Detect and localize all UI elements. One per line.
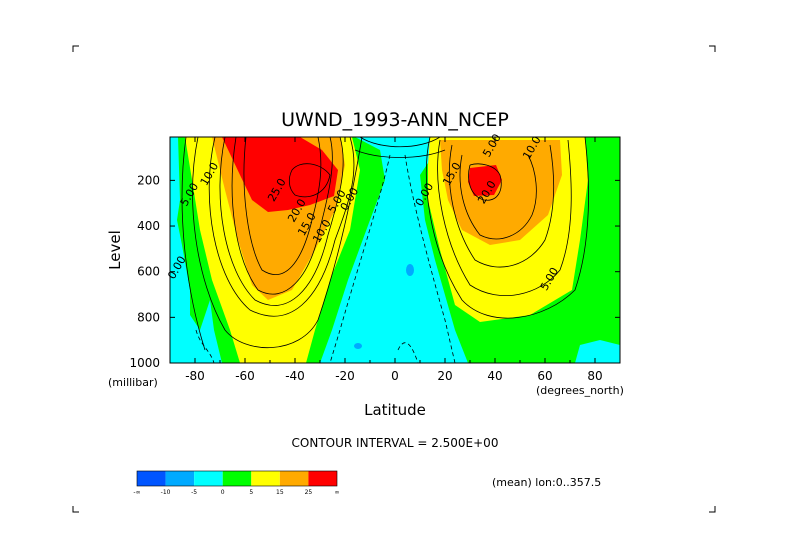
y-tick-label: 800 [137, 310, 160, 324]
colorbar-swatch [279, 471, 309, 486]
colorbar-label: -10 [161, 489, 171, 496]
band-cyan-equator [320, 137, 468, 363]
colorbar-label: -5 [191, 489, 197, 496]
y-axis-title: Level [106, 230, 124, 270]
colorbar-swatch [251, 471, 280, 486]
y-tick-label: 600 [137, 265, 160, 279]
y-tick-label: 1000 [129, 356, 160, 370]
band-cyan-right [575, 340, 620, 363]
x-tick-label: -20 [335, 369, 355, 383]
blue-spot-2 [354, 343, 362, 349]
y-axis: 200 400 600 800 1000 [129, 173, 620, 370]
colorbar-swatch [308, 471, 337, 486]
x-axis-title: Latitude [364, 401, 426, 419]
colorbar-swatch [222, 471, 252, 486]
x-tick-label: 0 [391, 369, 399, 383]
contour-interval-text: CONTOUR INTERVAL = 2.500E+00 [292, 436, 499, 450]
band-red-south [222, 137, 338, 212]
x-tick-label: 20 [437, 369, 452, 383]
colorbar-swatch [165, 471, 195, 486]
x-tick-label: 80 [587, 369, 602, 383]
band-cyan-left-lower [170, 200, 222, 363]
band-orange-north [440, 140, 562, 245]
x-tick-label: 60 [537, 369, 552, 383]
colorbar-label: 25 [305, 489, 313, 496]
y-axis-unit: (millibar) [108, 376, 158, 389]
contour-fill-layer [170, 137, 620, 363]
y-tick-label: 400 [137, 219, 160, 233]
negative-spots [354, 264, 414, 349]
colorbar-swatch [194, 471, 223, 486]
colorbar-swatch [137, 471, 166, 486]
x-axis-unit: (degrees_north) [536, 384, 624, 397]
corner-marks [72, 45, 716, 513]
x-tick-label: 40 [487, 369, 502, 383]
contour-line-layer [181, 137, 589, 363]
x-tick-label: -40 [285, 369, 305, 383]
y-tick-label: 200 [137, 173, 160, 187]
x-tick-label: -60 [235, 369, 255, 383]
band-red-north [468, 165, 502, 196]
colorbar-label: 15 [276, 489, 284, 496]
colorbar-label: ∞ [335, 489, 340, 496]
colorbar-label: 0 [221, 489, 225, 496]
blue-spot-1 [406, 264, 414, 276]
x-axis: -80 -60 -40 -20 0 20 40 60 80 [169, 137, 621, 383]
x-tick-label: -80 [185, 369, 205, 383]
colorbar-label: 5 [249, 489, 253, 496]
footer-note: (mean) lon:0..357.5 [492, 476, 601, 489]
chart-title: UWND_1993-ANN_NCEP [281, 109, 509, 131]
colorbar: -∞ -10 -5 0 5 15 25 ∞ [133, 470, 340, 496]
colorbar-label: -∞ [133, 489, 140, 496]
colorbar-frame [136, 470, 338, 487]
